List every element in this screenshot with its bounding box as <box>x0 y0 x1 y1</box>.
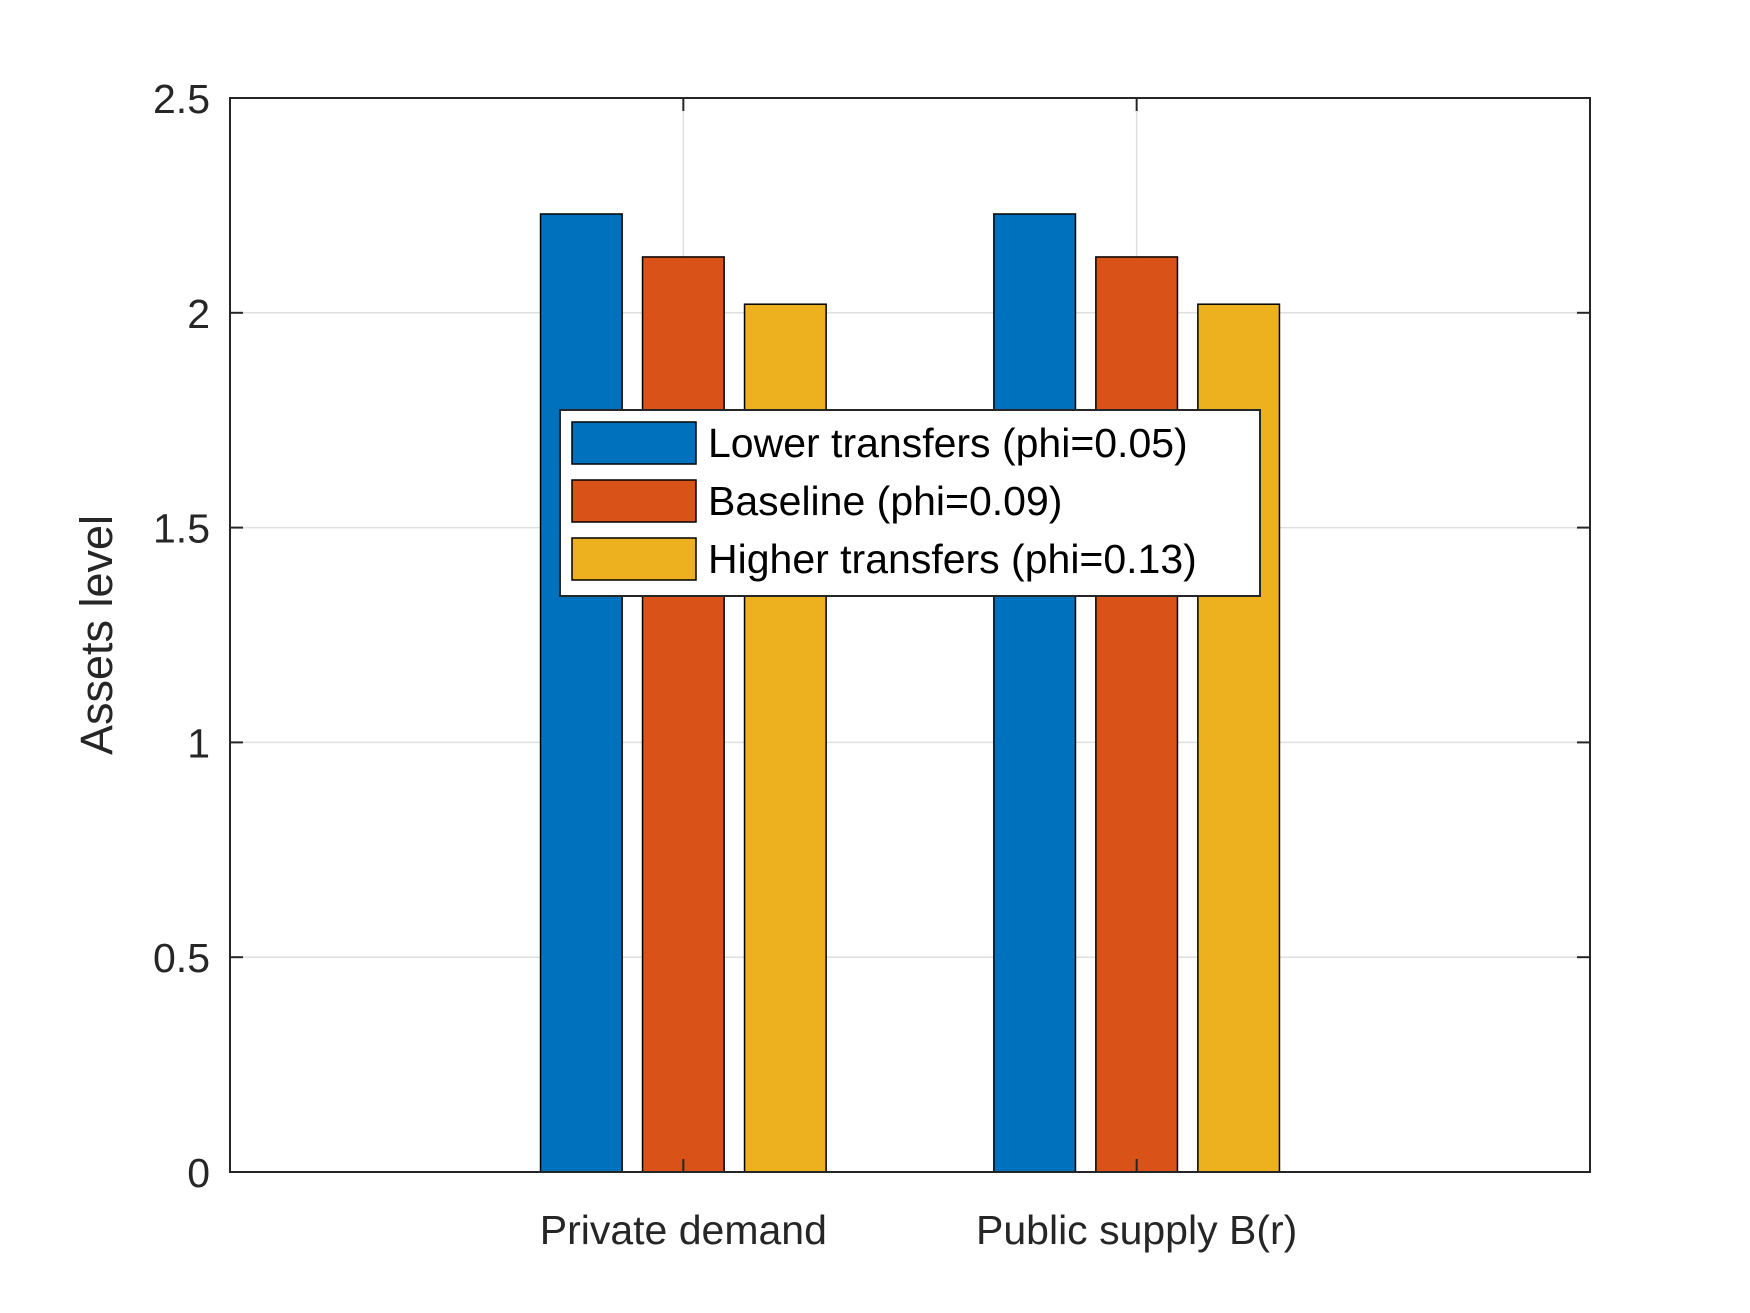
y-tick-labels: 0 0.5 1 1.5 2 2.5 <box>153 76 210 1196</box>
x-tick-label: Private demand <box>540 1207 827 1253</box>
x-tick-labels: Private demand Public supply B(r) <box>540 1207 1298 1253</box>
plot-frame <box>229 97 1591 1173</box>
legend-swatch <box>571 537 697 581</box>
bars <box>539 213 1281 1173</box>
legend-entry: Higher transfers (phi=0.13) <box>708 536 1197 582</box>
legend-swatch <box>571 479 697 523</box>
y-tick-label: 0.5 <box>153 935 210 981</box>
y-tick-label: 1 <box>187 720 210 766</box>
y-tick-label: 2.5 <box>153 76 210 122</box>
bar <box>641 256 725 1173</box>
grid-lines <box>230 97 1590 1173</box>
bar <box>993 213 1077 1173</box>
y-tick-label: 0 <box>187 1150 210 1196</box>
axis-ticks <box>230 97 1590 1173</box>
x-tick-label: Public supply B(r) <box>976 1207 1297 1253</box>
legend-swatch <box>571 421 697 465</box>
legend: Lower transfers (phi=0.05) Baseline (phi=… <box>559 409 1261 597</box>
y-tick-label: 2 <box>187 291 210 337</box>
y-axis-label: Assets level <box>71 515 122 755</box>
legend-entry: Baseline (phi=0.09) <box>708 478 1062 524</box>
legend-entry: Lower transfers (phi=0.05) <box>708 420 1188 466</box>
y-tick-label: 1.5 <box>153 506 210 552</box>
bar <box>1095 256 1179 1173</box>
bar <box>539 213 623 1173</box>
